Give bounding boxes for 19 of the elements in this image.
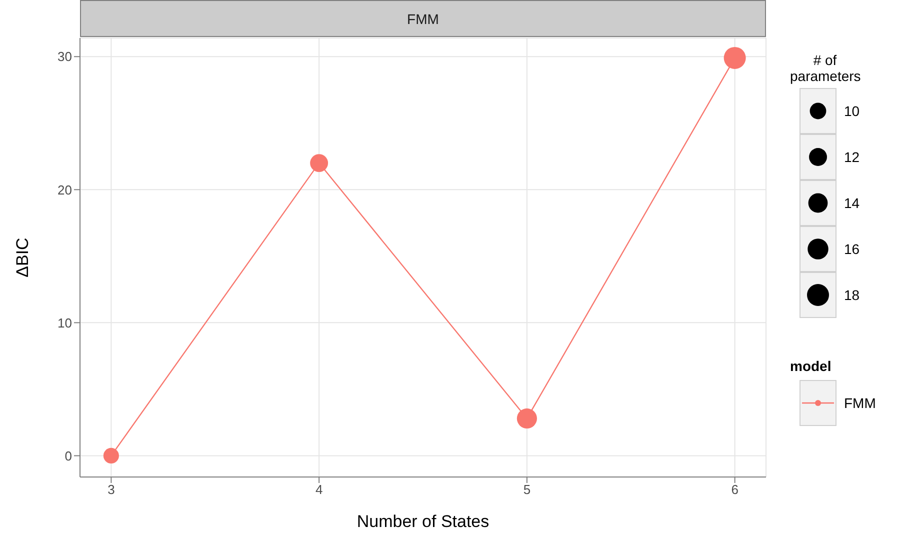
y-axis-title: ΔBIC (13, 238, 32, 278)
x-axis-title: Number of States (356, 512, 490, 531)
x-tick-label: 3 (108, 482, 115, 498)
legend-label: 14 (844, 195, 860, 211)
text: # of parameters (790, 52, 861, 84)
x-tick-label: 5 (523, 482, 531, 498)
legend-label: 10 (844, 103, 860, 119)
legend-label: 12 (844, 149, 860, 165)
chart-title: FMM (80, 0, 766, 37)
legend-label: FMM (844, 395, 876, 411)
y-tick-label: 10 (58, 315, 72, 330)
y-tick-label: 0 (64, 448, 72, 464)
x-tick-label: 4 (315, 482, 323, 498)
legend-label: 16 (844, 241, 860, 257)
y-tick-label: 20 (58, 182, 72, 198)
y-tick-label: 30 (58, 49, 72, 64)
legend-title: model (790, 358, 832, 374)
x-tick-label: 6 (731, 482, 738, 498)
legend-label: 18 (844, 287, 860, 303)
